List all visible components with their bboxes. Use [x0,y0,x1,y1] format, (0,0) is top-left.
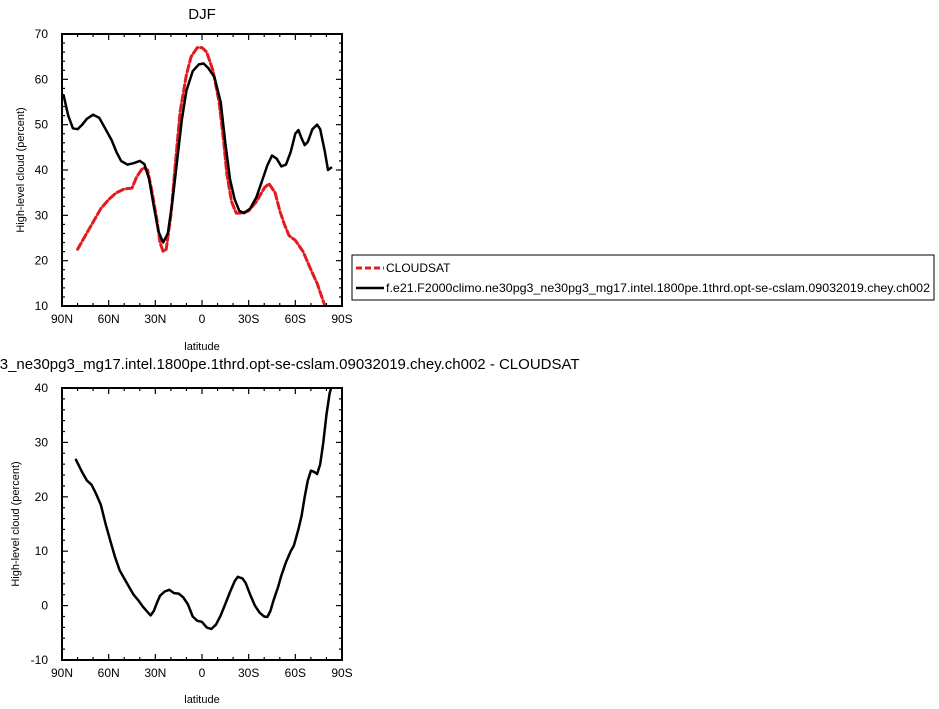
x-tick-label: 60N [98,666,120,680]
x-tick-label: 30N [144,312,166,326]
panel-djf: DJF High-level cloud (percent) latitude … [15,6,353,353]
x-axis-label: latitude [184,341,219,353]
y-tick-label: 10 [35,544,49,558]
x-tick-label: 90S [331,666,352,680]
tick-group: 90N 60N 30N 0 30S 60S 90S -10 0 10 20 30 40 [31,381,353,680]
chart-title: f.e21.F2000climo.ne30pg3_ne30pg3_mg17.in… [0,356,580,373]
legend-box [351,254,935,301]
y-axis-label: High-level cloud (percent) [15,107,27,232]
y-tick-label: 40 [35,381,49,395]
x-tick-label: 30S [238,666,259,680]
y-tick-label: 50 [35,118,49,132]
series-line-1 [62,62,333,244]
y-tick-label: 20 [35,254,49,268]
series-line-0 [76,46,327,306]
x-tick-label: 90S [331,312,352,326]
x-axis-label: latitude [184,694,219,706]
y-tick-label: 30 [35,208,49,222]
legend: CLOUDSAT f.e21.F2000climo.ne30pg3_ne30pg… [351,254,935,301]
y-tick-label: 20 [35,490,49,504]
y-tick-label: 10 [35,299,49,313]
x-tick-label: 0 [199,666,206,680]
series-group [62,46,333,306]
plot-frame [61,33,343,307]
x-tick-label: 90N [51,312,73,326]
plot-frame [61,387,343,661]
y-tick-label: 0 [41,599,48,613]
x-tick-label: 60S [285,666,306,680]
x-tick-label: 60N [98,312,120,326]
y-tick-label: -10 [31,653,49,667]
y-axis-label: High-level cloud (percent) [10,461,22,586]
x-tick-label: 90N [51,666,73,680]
x-tick-label: 60S [285,312,306,326]
chart-title: DJF [188,6,216,23]
series-line-0 [74,388,333,631]
y-tick-label: 70 [35,27,49,41]
y-tick-label: 40 [35,163,49,177]
panel-difference: f.e21.F2000climo.ne30pg3_ne30pg3_mg17.in… [0,356,580,706]
x-tick-label: 30N [144,666,166,680]
legend-label-model: f.e21.F2000climo.ne30pg3_ne30pg3_mg17.in… [386,281,930,295]
x-tick-label: 30S [238,312,259,326]
y-tick-label: 60 [35,72,49,86]
x-tick-label: 0 [199,312,206,326]
tick-group: 90N 60N 30N 0 30S 60S 90S 10 20 30 40 50 60 70 [35,27,353,326]
legend-label-cloudsat: CLOUDSAT [386,261,451,275]
series-group [74,388,333,631]
y-tick-label: 30 [35,435,49,449]
